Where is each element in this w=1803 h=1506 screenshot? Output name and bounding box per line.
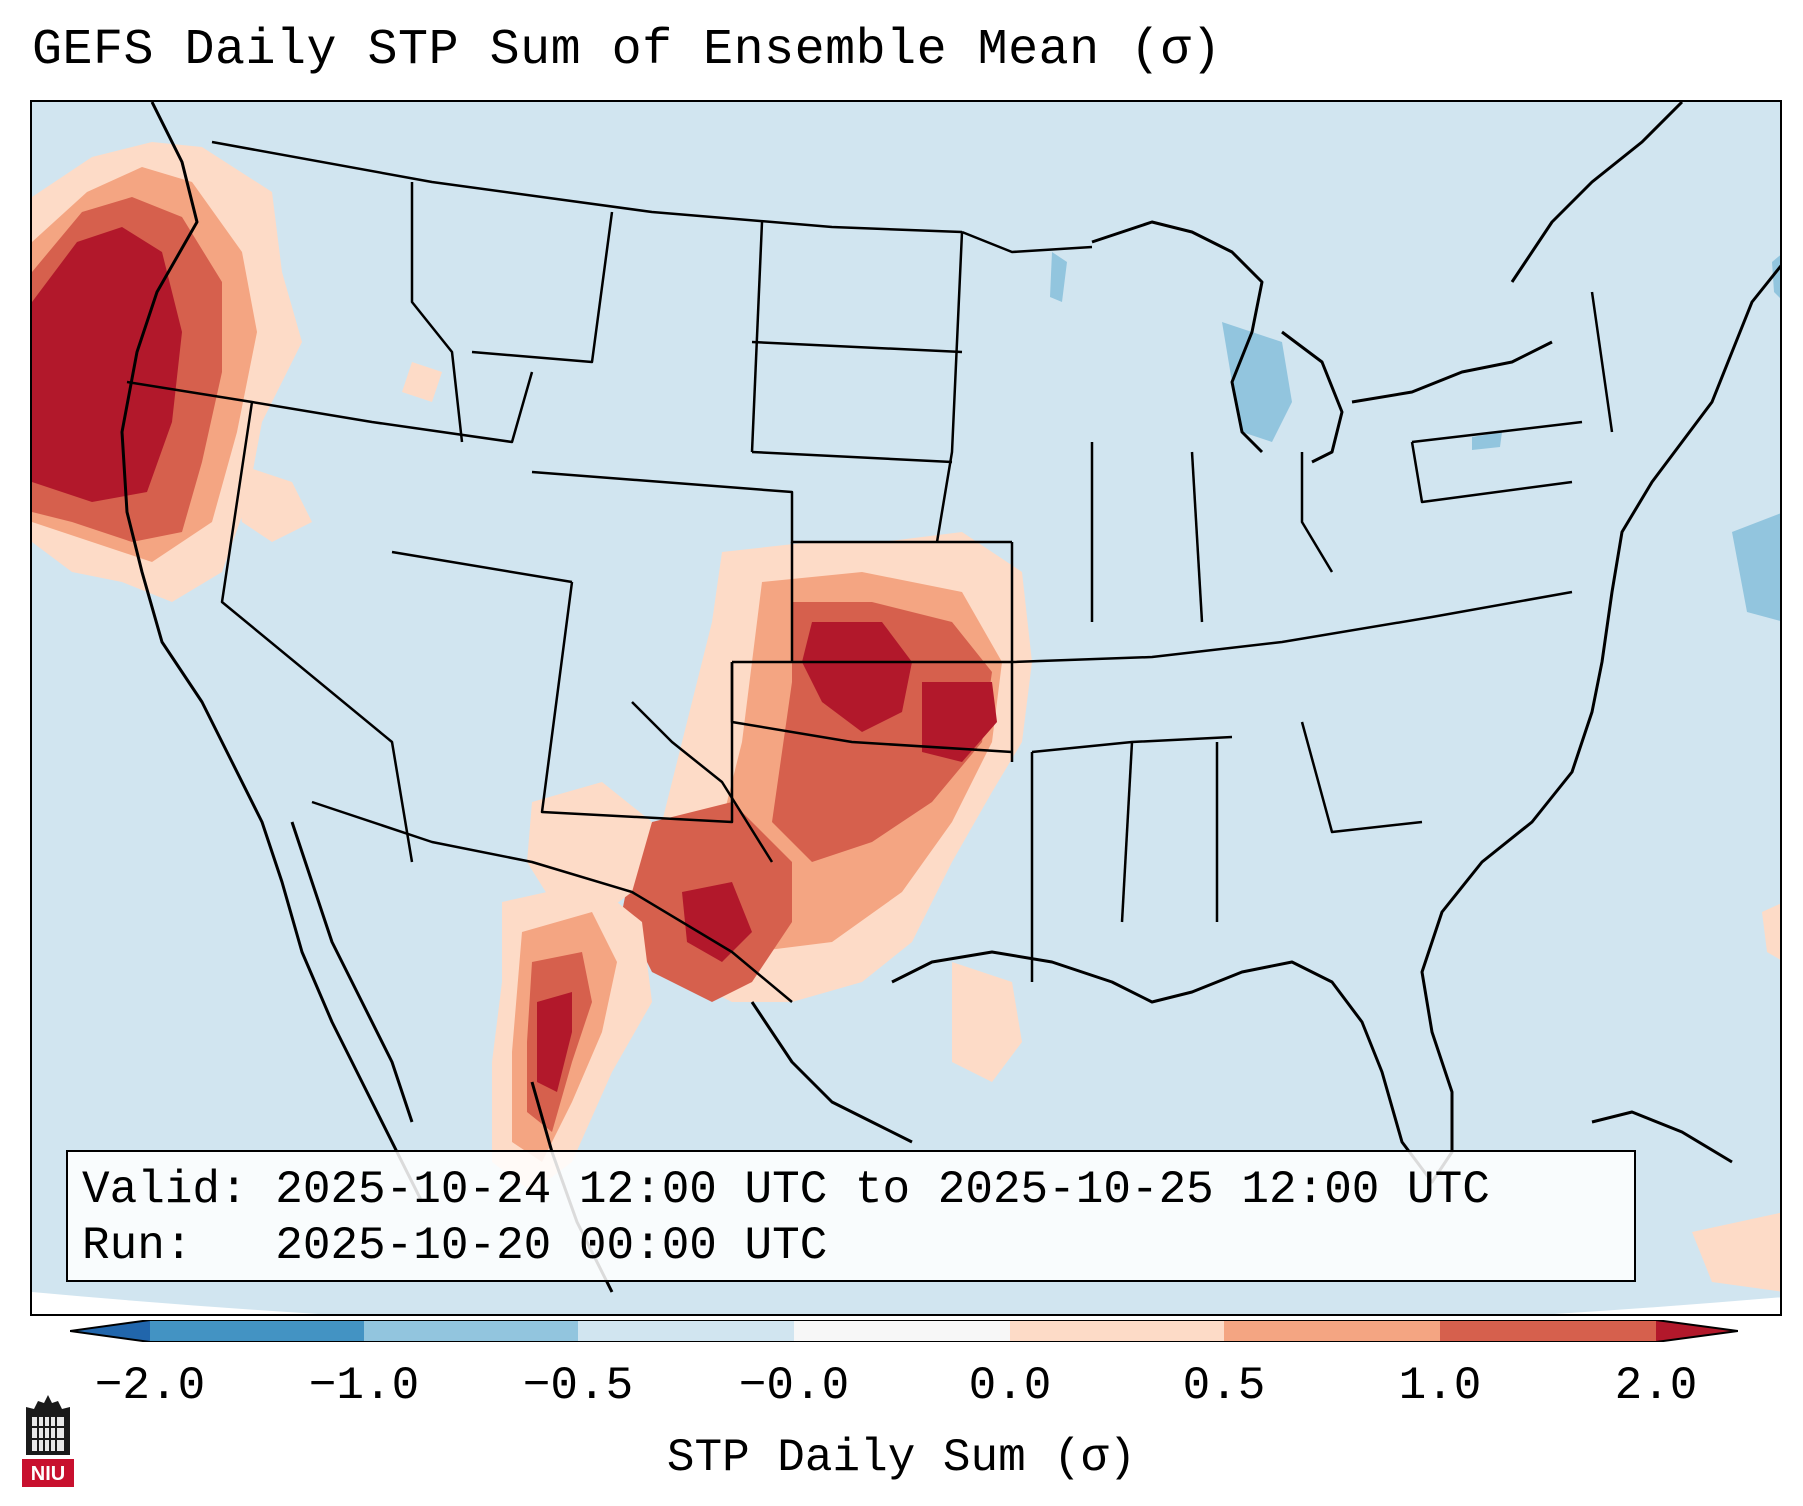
- state-borders: [126, 140, 1614, 1003]
- baja-coastline: [290, 821, 414, 1123]
- lake-michigan-shore: [1281, 330, 1344, 464]
- anomaly-atlantic: [1732, 513, 1780, 621]
- colorbar-tick-label: 1.0: [1398, 1360, 1482, 1412]
- lake-erie-ontario-shore: [1351, 340, 1553, 404]
- anomaly-kansas-max: [802, 622, 912, 732]
- ms-al-border: [1120, 741, 1134, 923]
- or-id-border: [126, 371, 534, 444]
- colorbar-tick-label: 2.0: [1614, 1360, 1698, 1412]
- ok-tx-border: [730, 662, 1013, 754]
- oh-wv-border: [1300, 452, 1334, 573]
- valid-run-info-box: Valid: 2025-10-24 12:00 UTC to 2025-10-2…: [66, 1150, 1636, 1282]
- colorbar-tick-label: 0.5: [1182, 1360, 1266, 1412]
- anomaly-westtexas-max: [682, 882, 752, 962]
- nd-sd-border: [751, 340, 963, 354]
- colorbar-bin: [1010, 1320, 1224, 1342]
- colorbar-tick-label: −1.0: [308, 1360, 420, 1412]
- map-panel: [30, 100, 1782, 1316]
- colorbar: [70, 1320, 1738, 1342]
- in-oh-border: [1190, 451, 1204, 623]
- colorbar-extend-high: [1656, 1320, 1738, 1342]
- us-mexico-border: [631, 701, 774, 863]
- colorbar-tick-label: 0.0: [968, 1360, 1052, 1412]
- pa-md-border: [1410, 441, 1573, 504]
- colorbar-extend-low: [70, 1320, 150, 1342]
- map-title: GEFS Daily STP Sum of Ensemble Mean (σ): [32, 22, 1222, 79]
- colorbar-bin: [1440, 1320, 1656, 1342]
- ga-sc-border: [1300, 721, 1423, 834]
- anomaly-gulf-coast: [952, 962, 1022, 1082]
- st-lawrence: [1510, 102, 1684, 283]
- niu-logo-badge: [22, 1459, 74, 1487]
- anomaly-nevada-small: [232, 462, 312, 542]
- mexico-border-south: [311, 800, 793, 1003]
- colorbar-label: STP Daily Sum (σ): [666, 1432, 1137, 1484]
- map-canvas: [32, 102, 1780, 1314]
- anomaly-idaho-small: [402, 362, 442, 402]
- west-coastline: [120, 102, 424, 1203]
- lake-superior-shore: [1091, 220, 1264, 454]
- mt-wy-border: [471, 211, 614, 364]
- cuba: [1591, 1110, 1733, 1164]
- ny-pa-border: [1411, 420, 1583, 444]
- colorbar-bin: [578, 1320, 794, 1342]
- coastlines: [120, 102, 1780, 1293]
- canada-border-east: [961, 230, 1093, 254]
- anomaly-oklahoma-max: [922, 682, 997, 762]
- tn-nc-border: [1011, 590, 1573, 664]
- sd-ne-border: [751, 450, 953, 464]
- anomaly-lake-superior: [1050, 252, 1067, 302]
- anomaly-pennsylvania: [1472, 432, 1502, 450]
- nv-border: [220, 401, 414, 863]
- id-mt-border: [410, 182, 464, 443]
- gulf-atlantic-coastline: [891, 264, 1780, 1184]
- nm-border: [540, 581, 734, 824]
- ut-az-border: [391, 550, 573, 584]
- anomaly-nova-scotia: [1772, 255, 1780, 298]
- mexico-east-coast: [750, 1001, 913, 1144]
- anomaly-pnw-max: [32, 227, 182, 502]
- anomaly-caribbean: [1692, 1212, 1780, 1292]
- colorbar-tick-label: −2.0: [94, 1360, 206, 1412]
- canada-border: [211, 140, 963, 234]
- mn-border: [935, 231, 964, 543]
- anomaly-field: [32, 142, 1780, 1292]
- svg-text:NIU: NIU: [31, 1463, 65, 1485]
- colorbar-bin: [364, 1320, 578, 1342]
- run-time-text: Run: 2025-10-20 00:00 UTC: [82, 1220, 828, 1272]
- colorbar-bin: [1224, 1320, 1440, 1342]
- colorbar-bin: [150, 1320, 364, 1342]
- nd-sd-west-border: [750, 221, 764, 453]
- colorbar-tick-label: −0.0: [738, 1360, 850, 1412]
- niu-logo: NIU: [22, 1395, 74, 1487]
- new-england-border: [1590, 291, 1614, 433]
- colorbar-tick-label: −0.5: [522, 1360, 634, 1412]
- anomaly-mexico-max: [537, 992, 572, 1092]
- valid-time-text: Valid: 2025-10-24 12:00 UTC to 2025-10-2…: [82, 1164, 1490, 1216]
- anomaly-atlantic-small: [1762, 903, 1780, 960]
- ne-co-border: [531, 470, 1012, 544]
- colorbar-bin: [794, 1320, 1010, 1342]
